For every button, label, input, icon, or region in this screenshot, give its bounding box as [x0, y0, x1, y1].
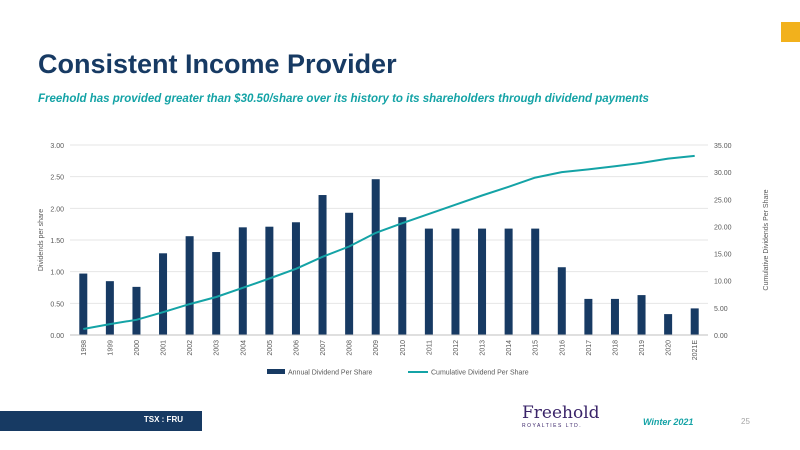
slide-subtitle: Freehold has provided greater than $30.5… — [38, 93, 649, 105]
x-tick-label: 2021E — [692, 340, 699, 361]
x-tick-label: 2005 — [267, 340, 274, 356]
y-left-tick-label: 3.00 — [50, 143, 64, 150]
x-tick-label: 2015 — [533, 340, 540, 356]
x-tick-label: 1999 — [107, 340, 114, 356]
x-tick-label: 2020 — [666, 340, 673, 356]
x-tick-label: 2000 — [134, 340, 141, 356]
report-period: Winter 2021 — [643, 417, 694, 427]
bar-annual-dividend — [79, 273, 88, 335]
company-logo: Freehold ROYALTIES LTD. — [522, 403, 600, 429]
bar-annual-dividend — [212, 252, 221, 335]
bar-annual-dividend — [185, 236, 194, 335]
bar-annual-dividend — [424, 228, 433, 335]
y-left-tick-label: 0.50 — [50, 301, 64, 308]
bar-annual-dividend — [690, 308, 699, 335]
bar-annual-dividend — [610, 298, 619, 335]
bar-annual-dividend — [265, 226, 274, 335]
y-left-tick-label: 1.00 — [50, 270, 64, 277]
page-number: 25 — [741, 417, 750, 426]
y-right-tick-label: 5.00 — [714, 306, 728, 313]
x-tick-label: 2016 — [559, 340, 566, 356]
x-tick-label: 2013 — [480, 340, 487, 356]
y-right-axis-title: Cumulative Dividends Per Share — [763, 189, 770, 290]
bar-annual-dividend — [504, 228, 513, 335]
line-cumulative-dividend — [83, 154, 695, 330]
x-tick-label: 2002 — [187, 340, 194, 356]
bar-annual-dividend — [478, 228, 487, 335]
bar-annual-dividend — [664, 314, 673, 335]
x-tick-label: 2003 — [214, 340, 221, 356]
bar-annual-dividend — [291, 222, 300, 335]
x-tick-label: 2009 — [373, 340, 380, 356]
x-tick-label: 1998 — [81, 340, 88, 356]
x-tick-label: 2007 — [320, 340, 327, 356]
bar-annual-dividend — [637, 295, 646, 335]
y-left-tick-label: 1.50 — [50, 238, 64, 245]
x-tick-label: 2010 — [400, 340, 407, 356]
y-right-tick-label: 20.00 — [714, 224, 732, 231]
x-tick-label: 2001 — [161, 340, 168, 356]
legend-label-cumulative: Cumulative Dividend Per Share — [431, 370, 529, 377]
bar-annual-dividend — [557, 267, 566, 335]
bar-annual-dividend — [345, 212, 354, 335]
bar-annual-dividend — [105, 281, 114, 335]
bar-annual-dividend — [371, 179, 380, 335]
y-right-tick-label: 35.00 — [714, 143, 732, 150]
logo-tagline: ROYALTIES LTD. — [522, 423, 583, 429]
ticker-symbol: TSX : FRU — [143, 415, 183, 424]
bar-annual-dividend — [159, 253, 168, 335]
bar-annual-dividend — [238, 227, 247, 335]
footer-bar: TSX : FRU — [0, 411, 202, 431]
bar-annual-dividend — [132, 286, 141, 335]
x-tick-label: 2014 — [506, 340, 513, 356]
bar-annual-dividend — [451, 228, 460, 335]
x-tick-label: 2019 — [639, 340, 646, 356]
logo-wordmark: Freehold — [522, 403, 600, 423]
x-tick-label: 2004 — [240, 340, 247, 356]
legend-swatch-annual — [267, 369, 285, 374]
bar-annual-dividend — [318, 195, 327, 335]
y-right-tick-label: 0.00 — [714, 333, 728, 340]
x-tick-label: 2012 — [453, 340, 460, 356]
y-right-tick-label: 25.00 — [714, 197, 732, 204]
y-left-tick-label: 2.50 — [50, 175, 64, 182]
slide-title: Consistent Income Provider — [38, 49, 397, 79]
y-right-tick-label: 30.00 — [714, 170, 732, 177]
dividend-chart: 0.00 0.50 1.00 1.50 2.00 2.50 3.00 0.00 5.00 10.0… — [38, 143, 770, 377]
x-tick-label: 2011 — [426, 340, 433, 355]
x-tick-label: 2006 — [293, 340, 300, 356]
y-left-tick-label: 2.00 — [50, 206, 64, 213]
y-left-tick-label: 0.00 — [50, 333, 64, 340]
bar-annual-dividend — [398, 217, 407, 335]
y-right-tick-label: 10.00 — [714, 279, 732, 286]
y-left-axis-title: Dividends per share — [38, 209, 45, 271]
x-tick-label: 2008 — [347, 340, 354, 356]
bar-annual-dividend — [584, 298, 593, 335]
x-tick-label: 2018 — [612, 340, 619, 356]
bar-annual-dividend — [531, 228, 540, 335]
y-right-tick-label: 15.00 — [714, 252, 732, 259]
x-tick-label: 2017 — [586, 340, 593, 356]
corner-accent-square — [781, 22, 800, 42]
legend-label-annual: Annual Dividend Per Share — [288, 370, 373, 377]
